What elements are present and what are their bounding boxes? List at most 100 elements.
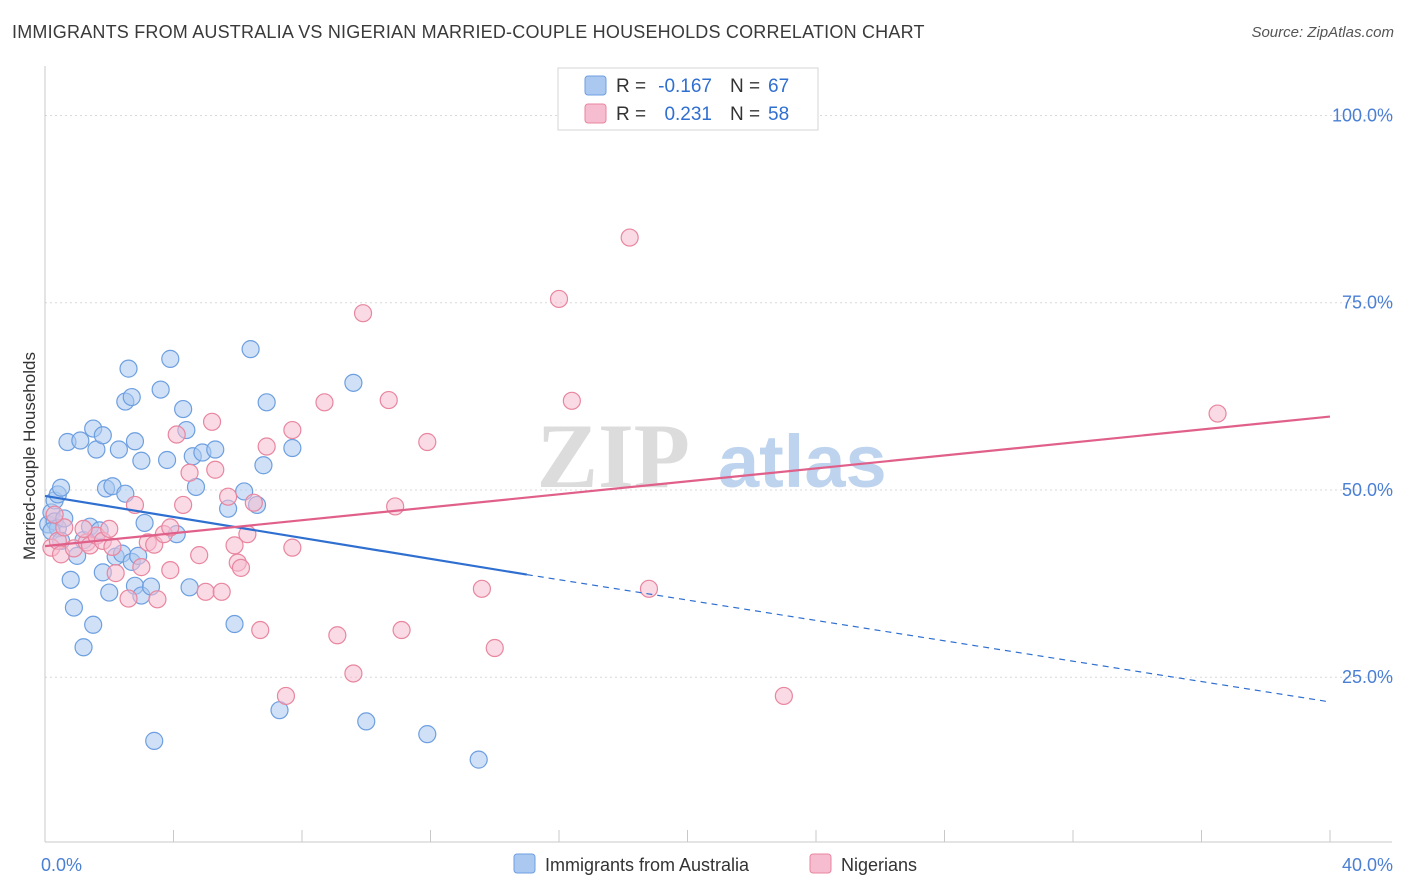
stats-r-label-0: R = <box>616 76 646 97</box>
chart-title: IMMIGRANTS FROM AUSTRALIA VS NIGERIAN MA… <box>12 22 925 42</box>
stats-legend: R = -0.167 N = 67 R = 0.231 N = 58 <box>557 67 819 131</box>
gridlines <box>45 114 1392 678</box>
y-tick-label-3: 100.0% <box>1332 105 1393 125</box>
x-tick-label-0: 0.0% <box>41 855 82 875</box>
nigerians-point <box>315 393 334 412</box>
nigerians-point <box>485 638 504 658</box>
nigerians-point <box>231 558 251 577</box>
stats-swatch-nigerians <box>584 103 607 124</box>
stats-r-value-1: 0.231 <box>664 104 712 125</box>
nigerians-point <box>257 437 276 456</box>
australia-point <box>174 399 193 419</box>
nigerians-point <box>379 390 398 410</box>
nigerians-point <box>392 620 411 640</box>
nigerians-point <box>100 519 119 539</box>
australia-point <box>145 731 164 750</box>
australia-point <box>71 431 90 450</box>
nigerians-point <box>549 289 569 309</box>
nigerians-point <box>639 579 659 598</box>
australia-point <box>206 440 225 459</box>
australia-point <box>100 583 119 602</box>
stats-n-value-0: 67 <box>768 76 789 97</box>
legend-label-nigerians: Nigerians <box>841 855 917 875</box>
nigerians-point <box>620 228 639 247</box>
nigerians-point <box>161 561 180 580</box>
nigerians-point <box>196 582 215 601</box>
australia-point <box>125 432 145 451</box>
australia-point <box>161 349 180 368</box>
legend-swatch-australia <box>513 853 536 874</box>
trend-lines <box>44 415 1331 703</box>
bottom-legend: Immigrants from Australia Nigerians <box>513 853 917 875</box>
nigerians-point <box>283 538 302 557</box>
nigerians-point <box>148 590 167 609</box>
australia-point <box>109 440 128 459</box>
stats-r-label-1: R = <box>616 104 646 125</box>
stats-swatch-australia <box>584 75 607 96</box>
australia-point <box>132 451 151 470</box>
nigerians-point <box>212 582 231 601</box>
watermark-atlas: atlas <box>718 420 887 503</box>
nigerians-point <box>174 495 193 515</box>
australia-point <box>418 725 437 744</box>
nigerians-point <box>244 493 263 512</box>
axes <box>44 66 1392 843</box>
x-tick-label-1: 40.0% <box>1342 855 1393 875</box>
nigerians-point <box>1208 404 1227 423</box>
trend-line-australia <box>44 494 528 576</box>
legend-swatch-nigerians <box>809 853 832 874</box>
australia-point <box>157 450 177 470</box>
australia-point <box>257 393 276 412</box>
y-tick-label-0: 25.0% <box>1342 667 1393 687</box>
nigerians-point <box>353 304 373 323</box>
trend-line-nigerians <box>44 415 1331 548</box>
y-axis-label: Married-couple Households <box>20 352 39 560</box>
nigerians-point <box>180 463 199 482</box>
nigerians-point <box>562 391 581 410</box>
nigerians-point <box>45 505 64 524</box>
nigerians-point <box>167 425 186 444</box>
y-tick-label-1: 50.0% <box>1342 480 1393 500</box>
stats-n-value-1: 58 <box>768 104 789 125</box>
nigerians-point <box>132 558 151 577</box>
nigerians-point <box>283 420 302 440</box>
stats-n-label-1: N = <box>730 104 760 125</box>
y-tick-label-2: 75.0% <box>1342 293 1393 313</box>
australia-point <box>119 359 138 378</box>
nigerians-point <box>106 564 125 583</box>
nigerians-point <box>119 589 138 608</box>
australia-point <box>135 513 154 533</box>
australia-point <box>64 598 84 617</box>
watermark: ZIP atlas <box>537 405 887 507</box>
nigerians-point <box>219 487 238 506</box>
nigerians-point <box>206 460 225 479</box>
nigerians-point <box>344 664 363 683</box>
trend-line-australia-extension <box>526 574 1331 703</box>
legend-label-australia: Immigrants from Australia <box>545 855 750 875</box>
australia-point <box>84 615 103 634</box>
source-label: Source: ZipAtlas.com <box>1251 24 1394 41</box>
stats-r-value-0: -0.167 <box>658 76 712 97</box>
australia-point <box>74 638 93 657</box>
australia-point <box>283 438 302 458</box>
nigerians-point <box>161 518 180 537</box>
nigerians-point <box>202 412 222 431</box>
australia-point <box>61 570 80 589</box>
stats-n-label-0: N = <box>730 76 760 97</box>
nigerians-point <box>190 546 209 565</box>
australia-point <box>93 426 112 445</box>
series-australia-points <box>39 340 488 769</box>
australia-point <box>180 578 199 597</box>
nigerians-point <box>55 518 74 537</box>
series-nigerians-points <box>42 228 1227 706</box>
watermark-zip: ZIP <box>537 405 690 507</box>
australia-point <box>469 750 488 769</box>
nigerians-point <box>276 686 296 706</box>
nigerians-point <box>472 579 491 598</box>
tick-labels: 25.0% 50.0% 75.0% 100.0% 0.0% 40.0% <box>41 105 1393 875</box>
nigerians-point <box>251 620 270 640</box>
australia-point <box>344 373 363 392</box>
australia-point <box>151 380 170 399</box>
nigerians-point <box>225 536 244 555</box>
